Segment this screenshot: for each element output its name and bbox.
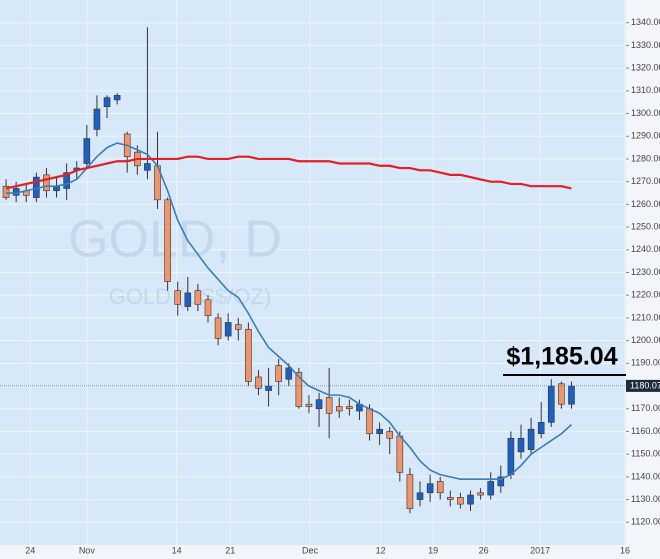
candle-body [245,328,252,382]
x-tick-label: 21 [225,545,235,555]
x-tick-label: 14 [172,545,182,555]
y-tick-label: 1310.00 [631,85,660,95]
y-tick-label: 1240.00 [631,244,660,254]
candle-body [517,437,525,453]
y-tick-label: 1200.00 [631,335,660,345]
candle-body [426,483,434,494]
y-tick-label: 1140.00 [631,471,660,481]
candle-body [2,185,10,198]
candle-body [386,431,394,439]
candle-body [204,299,212,316]
candle-body [568,385,575,405]
candle-body [184,292,192,307]
x-tick-label: Dec [302,545,319,555]
candle-body [558,383,565,405]
y-tick-label: 1340.00 [631,17,660,27]
y-tick-label: 1160.00 [631,426,660,436]
x-tick-label: 2017 [530,545,550,555]
x-tick-label: 24 [25,545,35,555]
y-tick-label: 1260.00 [631,199,660,209]
x-axis-area [0,545,626,559]
y-axis-area [626,0,660,559]
candle-body [285,367,293,380]
y-tick-label: 1280.00 [631,153,660,163]
y-tick-label: 1150.00 [631,449,660,459]
candle-body [144,163,151,171]
y-tick-label: 1320.00 [631,63,660,73]
candle-body [376,428,383,435]
candle-body [457,497,464,505]
candle-body [396,435,404,473]
candle-body [63,172,70,189]
y-tick-label: 1130.00 [631,494,660,504]
candle-body [295,372,303,407]
price-annotation: $1,185.04 [506,343,617,371]
candle-body [43,174,50,192]
last-price-box [626,379,660,392]
candle-body [547,385,555,423]
candle-body [416,492,424,500]
candle-body [315,399,323,410]
candle-body [113,95,121,101]
candle-body [325,397,333,414]
candle-body [164,199,171,282]
candle-body [406,474,414,509]
candle-body [174,290,182,305]
y-tick-label: 1210.00 [631,312,660,322]
candle-body [477,492,484,496]
y-tick-label: 1330.00 [631,40,660,50]
candle-body [527,428,535,450]
candle-body [447,497,454,500]
moving-average-line [6,142,573,480]
y-tick-label: 1190.00 [631,358,660,368]
candle-body [214,317,222,339]
candle-body [194,290,202,305]
x-tick-label: 26 [479,545,489,555]
candle-body [507,437,515,475]
y-tick-label: 1250.00 [631,221,660,231]
candle-body [275,365,282,382]
x-tick-label: 12 [376,545,386,555]
y-tick-label: 1230.00 [631,267,660,277]
watermark-title: GOLD, D [68,211,282,269]
y-tick-label: 1290.00 [631,131,660,141]
moving-average-line [5,155,572,190]
y-tick-label: 1300.00 [631,108,660,118]
candle-body [224,322,232,337]
last-price-label: 1180.07 [630,380,660,390]
x-tick-label: Nov [79,545,96,555]
candle-body [497,476,505,487]
x-tick-label: 19 [428,545,438,555]
candle-body [234,324,242,330]
y-tick-label: 1270.00 [631,176,660,186]
candle-body [436,481,444,494]
candle-body [366,408,373,435]
candle-body [93,108,101,130]
y-tick-label: 1120.00 [631,517,660,527]
candle-body [83,138,91,164]
candle-body [103,97,111,108]
candle-body [335,406,343,412]
candle-body [346,406,353,410]
candle-body [467,494,474,505]
candle-body [305,403,313,407]
candle-body [265,385,272,391]
candle-body [487,481,495,496]
y-tick-label: 1220.00 [631,290,660,300]
candle-body [255,376,262,389]
x-tick-label: 16 [620,545,630,555]
y-tick-label: 1170.00 [631,403,660,413]
candle-body [537,422,545,435]
